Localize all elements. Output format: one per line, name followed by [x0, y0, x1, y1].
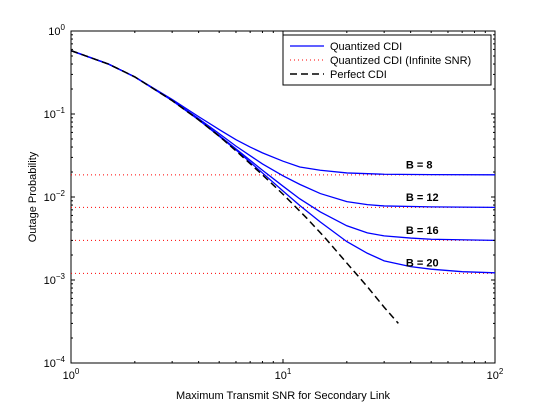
legend: Quantized CDI Quantized CDI (Infinite SNR… — [282, 34, 492, 86]
perfect-cdi-curve — [70, 49, 399, 324]
x-tick-label: 102 — [487, 367, 504, 382]
curve-annotations: B = 8 B = 12 B = 16 B = 20 — [406, 160, 439, 270]
legend-label: Perfect CDI — [330, 69, 387, 81]
y-tick-label: 10−4 — [44, 355, 66, 370]
y-tick-label: 10−1 — [44, 106, 66, 121]
annotation-b12: B = 12 — [406, 192, 439, 204]
y-axis-label: Outage Probability — [27, 151, 39, 242]
x-tick-label: 101 — [275, 367, 292, 382]
annotation-b16: B = 16 — [406, 225, 439, 237]
infinite-snr-floor-lines — [71, 174, 495, 274]
plot-area-frame — [70, 30, 496, 364]
y-tick-label: 100 — [48, 23, 65, 38]
x-axis-label: Maximum Transmit SNR for Secondary Link — [176, 390, 390, 402]
y-tick-label: 10−2 — [44, 189, 66, 204]
annotation-b8: B = 8 — [406, 160, 433, 172]
y-axis-ticks: 10−4 10−3 10−2 10−1 100 — [44, 23, 495, 370]
legend-label: Quantized CDI (Infinite SNR) — [330, 55, 471, 67]
x-axis-ticks: 100 101 102 — [63, 31, 504, 382]
annotation-b20: B = 20 — [406, 258, 439, 270]
x-tick-label: 100 — [63, 367, 80, 382]
legend-box — [282, 34, 492, 86]
perfect-cdi-curve-group — [70, 49, 399, 324]
legend-label: Quantized CDI — [330, 41, 402, 53]
y-tick-label: 10−3 — [44, 272, 66, 287]
